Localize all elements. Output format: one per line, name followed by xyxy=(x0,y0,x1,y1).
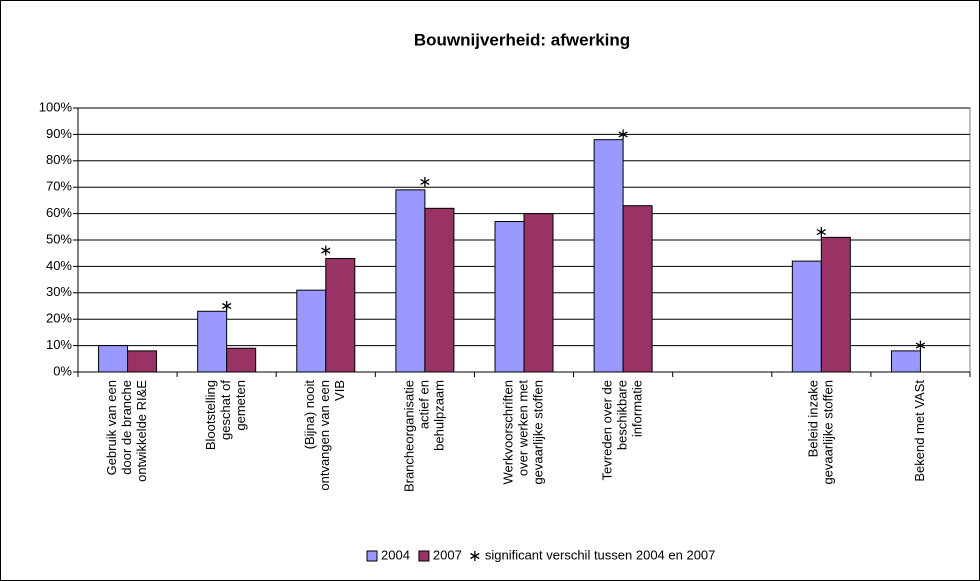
legend-label: 2007 xyxy=(433,547,462,562)
x-tick-label: actief en xyxy=(416,380,431,429)
y-tick-label: 50% xyxy=(46,231,72,246)
x-tick-label: Bekend met VASt xyxy=(912,380,927,482)
bar xyxy=(494,221,525,373)
y-tick-label: 30% xyxy=(46,284,72,299)
chart-title: Bouwnijverheid: afwerking xyxy=(414,30,630,49)
bar xyxy=(197,310,228,373)
legend-label: significant verschil tussen 2004 en 2007 xyxy=(485,547,716,562)
bar xyxy=(127,350,158,373)
x-tick-label: geschat of xyxy=(218,380,233,440)
bar xyxy=(890,350,921,373)
y-tick-label: 60% xyxy=(46,205,72,220)
y-tick-label: 40% xyxy=(46,258,72,273)
x-tick-label: ontwikkelde RI&E xyxy=(134,380,149,482)
x-tick-label: informatie xyxy=(630,380,645,437)
bar xyxy=(98,345,129,373)
x-tick-label: beschikbare xyxy=(615,380,630,450)
bar xyxy=(820,236,851,373)
x-tick-label: Beleid inzake xyxy=(805,380,820,457)
x-tick-label: over werken met xyxy=(515,380,530,476)
y-tick-label: 0% xyxy=(53,363,72,378)
x-tick-label: behulpzaam xyxy=(431,380,446,451)
x-tick-label: Blootstelling xyxy=(203,380,218,450)
bar xyxy=(325,257,356,373)
y-tick-label: 90% xyxy=(46,126,72,141)
y-tick-label: 20% xyxy=(46,311,72,326)
marker-stroke xyxy=(321,247,331,254)
y-tick-label: 80% xyxy=(46,152,72,167)
x-tick-label: Brancheorganisatie xyxy=(401,380,416,492)
legend-swatch xyxy=(366,550,378,562)
marker-stroke xyxy=(221,302,232,310)
significance-marker xyxy=(816,227,827,238)
bar xyxy=(296,289,327,373)
x-tick-label: VIB xyxy=(332,380,347,401)
y-tick-label: 70% xyxy=(46,179,72,194)
bar xyxy=(593,139,624,373)
x-tick-label: ontvangen van een xyxy=(317,380,332,491)
bar xyxy=(226,347,257,373)
legend-label: 2004 xyxy=(381,547,410,562)
significance-marker xyxy=(618,129,628,140)
significance-marker xyxy=(915,340,926,351)
marker-stroke xyxy=(470,552,480,560)
significance-marker xyxy=(221,301,232,311)
marker-stroke xyxy=(618,131,628,138)
x-tick-label: gemeten xyxy=(233,380,248,431)
bar xyxy=(791,260,822,373)
y-tick-label: 10% xyxy=(46,337,72,352)
x-tick-label: gevaarlijke stoffen xyxy=(530,380,545,485)
legend-marker xyxy=(470,551,480,561)
y-tick-label: 100% xyxy=(39,99,73,114)
x-tick-label: Gebruik van een xyxy=(104,380,119,475)
legend-swatch xyxy=(418,550,430,562)
x-tick-label: (Bijna) nooit xyxy=(302,380,317,450)
bar xyxy=(424,207,455,373)
marker-stroke xyxy=(816,229,827,236)
x-tick-label: door de branche xyxy=(119,380,134,475)
marker-stroke xyxy=(915,342,926,349)
x-tick-label: gevaarlijke stoffen xyxy=(820,380,835,485)
bar xyxy=(622,205,653,373)
marker-stroke xyxy=(420,178,430,185)
bar xyxy=(395,189,426,373)
x-tick-label: Werkvoorschriften xyxy=(500,380,515,485)
significance-marker xyxy=(321,245,331,256)
x-tick-label: Tevreden over de xyxy=(600,380,615,480)
significance-marker xyxy=(420,176,430,187)
bar xyxy=(523,213,554,373)
